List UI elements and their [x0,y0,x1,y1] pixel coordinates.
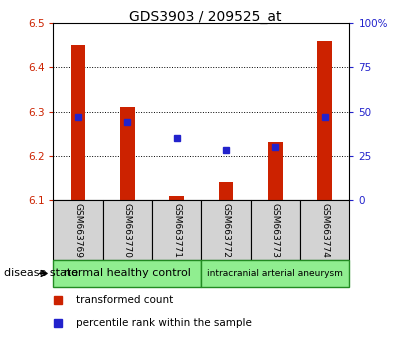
Bar [219,182,233,200]
Text: normal healthy control: normal healthy control [64,268,191,279]
Text: GSM663771: GSM663771 [172,202,181,258]
Text: GSM663770: GSM663770 [123,202,132,258]
Bar [120,107,135,200]
Text: GSM663773: GSM663773 [271,202,280,258]
Bar [103,200,152,260]
Text: disease state: disease state [4,268,78,279]
Text: GSM663774: GSM663774 [320,202,329,258]
Bar [152,200,201,260]
Bar [201,260,349,287]
Text: transformed count: transformed count [76,295,174,305]
Bar [169,195,184,200]
Bar [268,142,283,200]
Text: GDS3903 / 209525_at: GDS3903 / 209525_at [129,10,282,24]
Bar [53,260,201,287]
Text: intracranial arterial aneurysm: intracranial arterial aneurysm [208,269,343,278]
Text: GSM663769: GSM663769 [74,202,83,258]
Bar [300,200,349,260]
Text: percentile rank within the sample: percentile rank within the sample [76,318,252,328]
Bar [251,200,300,260]
Bar [71,45,85,200]
Bar [201,200,251,260]
Bar [53,200,103,260]
Text: GSM663772: GSM663772 [222,202,231,258]
Bar [317,41,332,200]
